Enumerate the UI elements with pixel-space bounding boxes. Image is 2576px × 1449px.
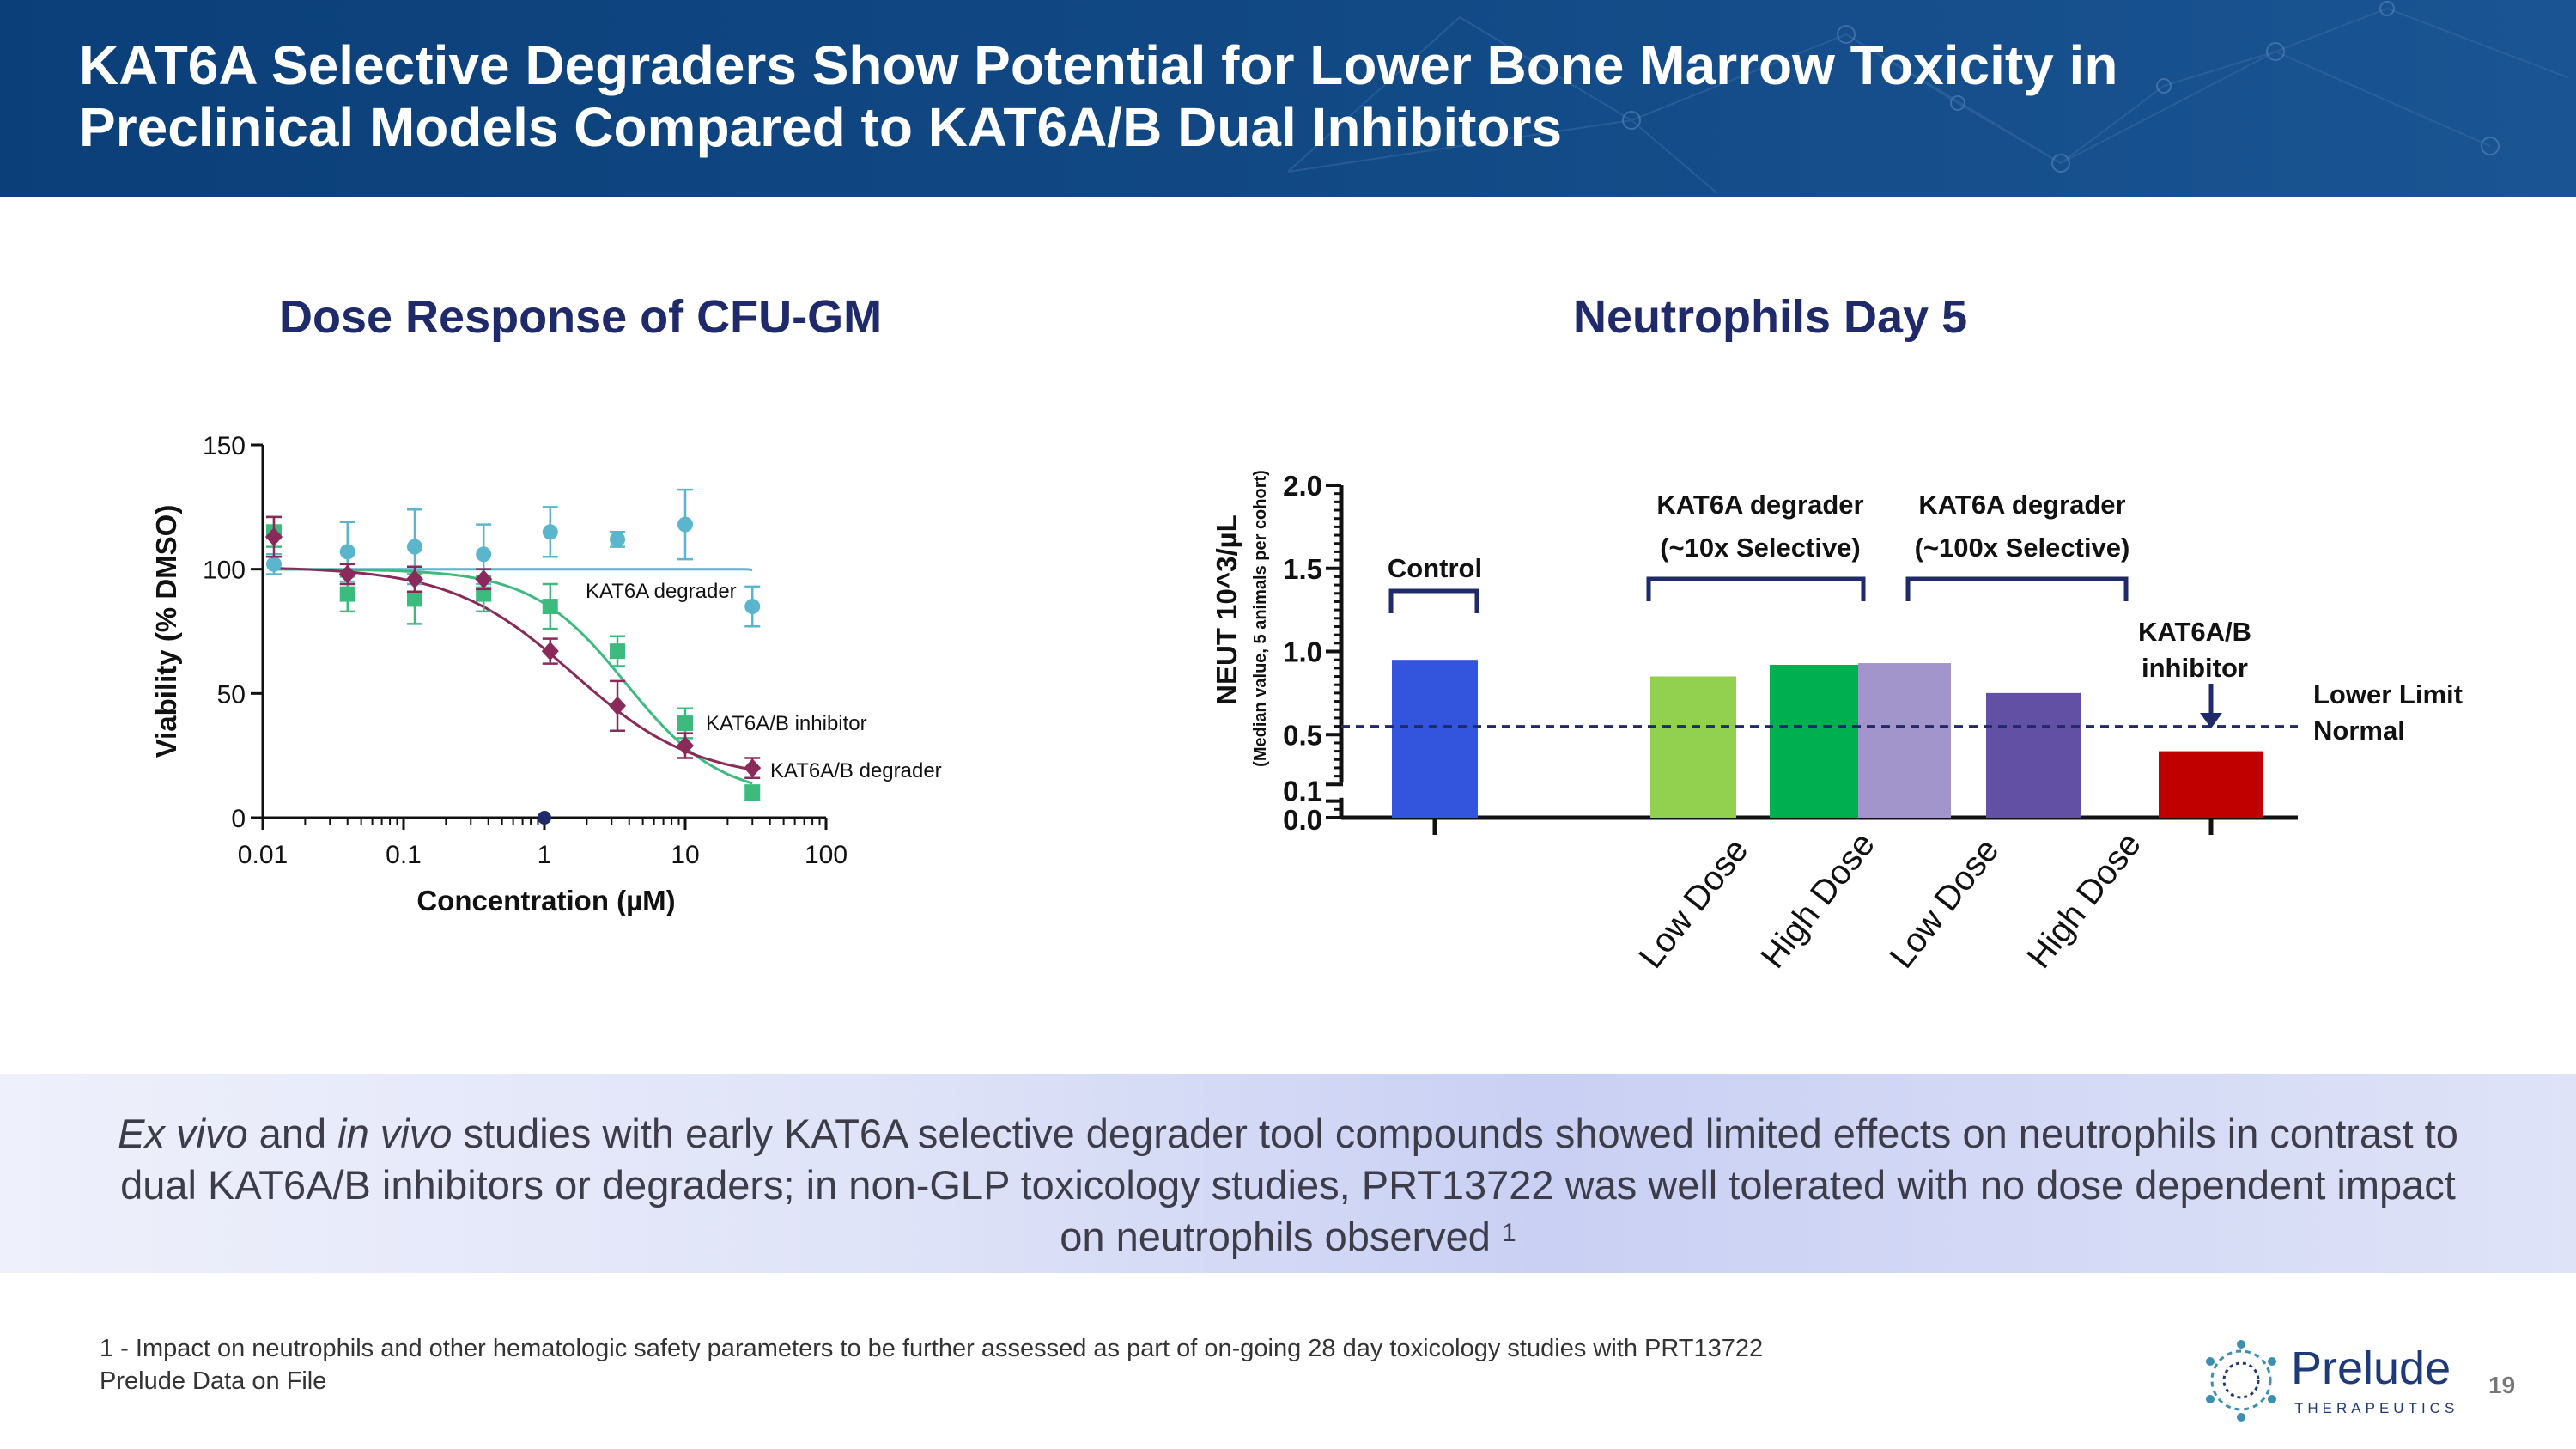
axis-marker — [538, 811, 551, 825]
inhibitor-label-1: KAT6A/B — [2138, 617, 2251, 647]
prelude-logo: Prelude THERAPEUTICS — [2196, 1331, 2471, 1426]
high-selective-label-2: (~100x Selective) — [1915, 533, 2130, 563]
data-point — [406, 591, 422, 607]
data-point — [542, 599, 558, 615]
category-label: High Dose — [1753, 825, 1882, 975]
axis-break — [1324, 782, 1350, 798]
series-label-kat6ab-inhibitor: KAT6A/B inhibitor — [706, 712, 867, 735]
network-pattern — [1287, 1, 2568, 194]
dose-response-chart: Viability (% DMSO) Concentration (µM) 0 5… — [150, 432, 942, 916]
right-y-axis-label: NEUT 10^3/µL — [1211, 514, 1242, 705]
bar-4 — [1986, 692, 2081, 818]
data-point — [476, 546, 492, 563]
low-selective-label-2: (~10x Selective) — [1660, 533, 1861, 563]
low-selective-label-1: KAT6A degrader — [1656, 490, 1863, 520]
left-x-tick-label: 100 — [805, 841, 848, 869]
data-point — [677, 715, 693, 732]
data-point — [338, 564, 356, 584]
left-y-tick-label: 150 — [203, 432, 246, 460]
left-y-tick-label: 50 — [217, 680, 246, 709]
right-y-tick-label: 1.5 — [1283, 553, 1322, 585]
category-label: Low Dose — [1882, 831, 2006, 975]
data-point — [744, 599, 761, 615]
data-point — [744, 785, 761, 801]
data-point — [610, 643, 626, 660]
title-line-1: KAT6A Selective Degraders Show Potential… — [79, 34, 2118, 96]
data-point — [476, 586, 492, 602]
lower-limit-label-2: Normal — [2313, 715, 2405, 746]
data-point — [475, 569, 493, 589]
data-point — [264, 527, 283, 547]
series-label-kat6a-degrader: KAT6A degrader — [586, 580, 737, 603]
left-x-tick-label: 10 — [671, 841, 699, 869]
bar-5 — [2159, 751, 2263, 818]
data-point — [744, 758, 762, 778]
summary-band — [0, 1074, 2576, 1273]
data-point — [405, 569, 423, 589]
left-x-tick-label: 1 — [538, 841, 552, 869]
charts-canvas: Viability (% DMSO) Concentration (µM) 0 5… — [150, 432, 2463, 976]
data-point — [542, 524, 558, 540]
right-y-tick-label: 1.0 — [1283, 636, 1322, 668]
category-label: Low Dose — [1631, 831, 1755, 975]
series-label-kat6ab-degrader: KAT6A/B degrader — [770, 759, 942, 782]
inhibitor-arrow-head — [2200, 713, 2222, 728]
left-y-axis-label: Viability (% DMSO) — [150, 505, 182, 758]
left-y-tick-label: 100 — [203, 557, 246, 585]
summary-body: studies with early KAT6A selective degra… — [120, 1111, 2458, 1259]
lower-limit-label-1: Lower Limit — [2313, 679, 2463, 709]
data-point — [541, 642, 559, 661]
data-point — [677, 736, 694, 756]
data-point — [677, 516, 693, 533]
low-selective-bracket — [1646, 576, 1866, 601]
bar-3 — [1858, 663, 1951, 818]
footnote-2: Prelude Data on File — [100, 1367, 327, 1395]
left-x-axis-label: Concentration (µM) — [416, 885, 675, 916]
high-selective-label-1: KAT6A degrader — [1918, 490, 2125, 520]
data-point — [265, 556, 282, 572]
logo-subtext: THERAPEUTICS — [2294, 1400, 2459, 1416]
footnote-1: 1 - Impact on neutrophils and other hema… — [100, 1335, 1764, 1362]
right-y-tick-label: 2.0 — [1283, 470, 1322, 502]
prelude-logo-icon — [2206, 1340, 2276, 1422]
summary-ex-vivo: Ex vivo — [118, 1111, 248, 1156]
right-y-tick-label: 0.5 — [1283, 719, 1322, 751]
data-point — [609, 696, 627, 715]
control-bracket — [1388, 588, 1479, 613]
right-y-tick-label: 0.0 — [1283, 804, 1322, 836]
neutrophils-chart: NEUT 10^3/µL (Median value, 5 animals pe… — [1211, 470, 2463, 976]
left-x-tick-label: 0.1 — [386, 841, 422, 869]
summary-footnote-ref: 1 — [1502, 1219, 1516, 1247]
right-chart-title: Neutrophils Day 5 — [1573, 291, 1968, 343]
left-x-tick-label: 0.01 — [238, 841, 288, 869]
right-y-tick-label: 0.1 — [1283, 776, 1322, 807]
category-label: High Dose — [2020, 825, 2148, 975]
logo-wordmark: Prelude — [2291, 1342, 2451, 1394]
left-chart-title: Dose Response of CFU-GM — [279, 291, 883, 343]
control-label: Control — [1388, 553, 1482, 583]
title-banner: KAT6A Selective Degraders Show Potential… — [0, 0, 2576, 197]
footnotes: 1 - Impact on neutrophils and other hema… — [100, 1332, 1763, 1397]
summary-and: and — [247, 1111, 338, 1156]
bar-2 — [1770, 664, 1864, 818]
page-number: 19 — [2488, 1372, 2516, 1398]
title-line-2: Preclinical Models Compared to KAT6A/B D… — [79, 96, 1563, 158]
data-point — [610, 531, 626, 547]
data-point — [339, 586, 355, 602]
right-y-axis-sublabel: (Median value, 5 animals per cohort) — [1251, 470, 1270, 767]
left-y-tick-label: 0 — [231, 805, 246, 833]
bar-0 — [1392, 660, 1478, 818]
high-selective-bracket — [1905, 576, 2129, 601]
bar-1 — [1650, 676, 1736, 818]
summary-in-vivo: in vivo — [337, 1111, 453, 1156]
inhibitor-label-2: inhibitor — [2142, 653, 2248, 683]
page-title: KAT6A Selective Degraders Show Potential… — [79, 34, 2397, 158]
summary-text: Ex vivo and in vivo studies with early K… — [103, 1108, 2473, 1263]
data-point — [339, 544, 355, 560]
data-point — [406, 539, 422, 555]
